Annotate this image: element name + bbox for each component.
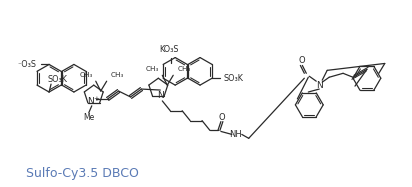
Text: SO₃K: SO₃K — [47, 75, 67, 84]
Text: N: N — [316, 81, 323, 90]
Text: NH: NH — [229, 130, 242, 139]
Text: N: N — [87, 97, 94, 106]
Text: CH₃: CH₃ — [111, 72, 124, 78]
Text: Me: Me — [83, 113, 94, 122]
Text: KO₃S: KO₃S — [159, 45, 179, 54]
Text: Sulfo-Cy3.5 DBCO: Sulfo-Cy3.5 DBCO — [26, 167, 139, 180]
Text: CH₃: CH₃ — [177, 66, 191, 72]
Text: ⁻O₃S: ⁻O₃S — [18, 60, 37, 69]
Text: N: N — [157, 91, 164, 100]
Text: O: O — [219, 113, 225, 122]
Text: +: + — [93, 96, 99, 102]
Text: CH₃: CH₃ — [80, 72, 93, 78]
Text: CH₃: CH₃ — [146, 66, 159, 72]
Text: O: O — [298, 56, 304, 65]
Text: SO₃K: SO₃K — [224, 74, 244, 83]
